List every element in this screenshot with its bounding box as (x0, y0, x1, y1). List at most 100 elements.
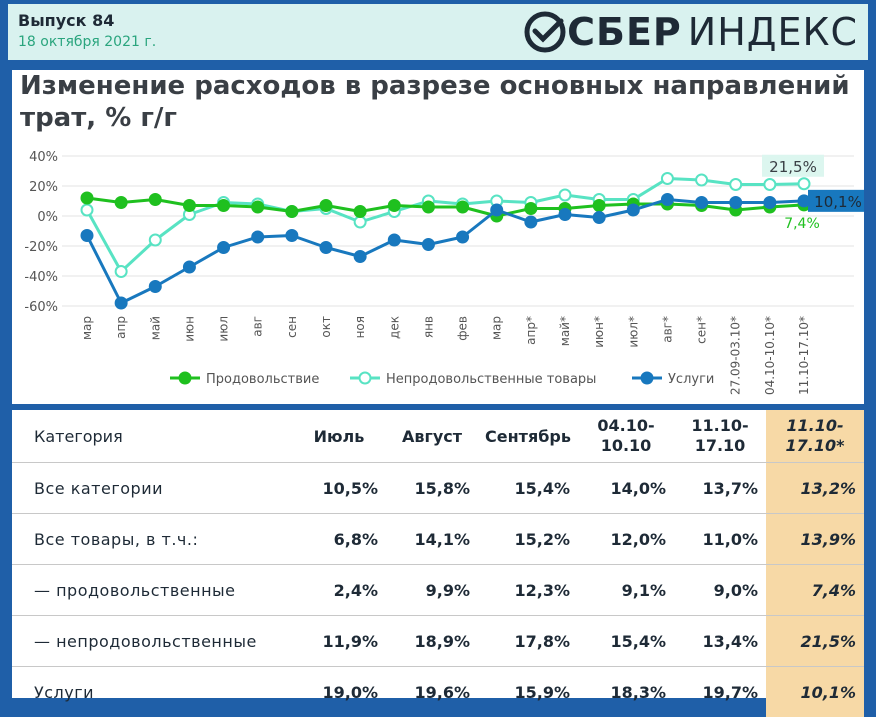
row-value: 12,0% (578, 514, 674, 565)
row-value: 13,2% (766, 463, 864, 514)
nonfood-series-point (355, 217, 366, 228)
row-value: 10,5% (292, 463, 386, 514)
row-value: 18,9% (386, 616, 478, 667)
services-series-point (696, 197, 707, 208)
sber-logo-icon (523, 10, 567, 54)
row-value: 11,0% (674, 514, 766, 565)
food-series-point (150, 194, 161, 205)
row-label: Все товары, в т.ч.: (12, 514, 292, 565)
services-series-point (150, 281, 161, 292)
food-series-point (116, 197, 127, 208)
services-series-point (252, 232, 263, 243)
row-label: — непродовольственные (12, 616, 292, 667)
nonfood-series-point (799, 178, 810, 189)
food-series-point (389, 200, 400, 211)
row-value: 14,1% (386, 514, 478, 565)
x-tick-label: июл* (626, 316, 640, 348)
services-series-point (491, 205, 502, 216)
row-label: Все категории (12, 463, 292, 514)
row-value: 12,3% (478, 565, 578, 616)
nonfood-series-point (730, 179, 741, 190)
row-value: 6,8% (292, 514, 386, 565)
food-series-point (355, 206, 366, 217)
services-series-point (628, 205, 639, 216)
nonfood-series-point (560, 190, 571, 201)
services-series-point (730, 197, 741, 208)
x-tick-label: авг* (660, 316, 674, 343)
x-tick-label: 27.09-03.10* (729, 316, 743, 395)
food-end-label: 7,4% (784, 216, 820, 232)
header-july: Июль (292, 410, 386, 463)
food-series-point (252, 202, 263, 213)
food-series-point (184, 200, 195, 211)
row-value: 13,7% (674, 463, 766, 514)
services-series-point (116, 298, 127, 309)
services-series-point (321, 242, 332, 253)
row-value: 15,4% (578, 616, 674, 667)
x-tick-label: 11.10-17.10* (797, 316, 811, 395)
y-tick-label: 0% (37, 210, 58, 225)
services-series-point (82, 230, 93, 241)
row-value: 14,0% (578, 463, 674, 514)
y-tick-label: -40% (24, 270, 58, 285)
logo-word-sber: СБЕР (567, 10, 682, 54)
nonfood-series-point (150, 235, 161, 246)
summary-table-panel: Категория Июль Август Сентябрь 04.10- 10… (12, 410, 864, 698)
sber-index-logo: СБЕР ИНДЕКС (523, 10, 858, 54)
legend-marker (180, 373, 191, 384)
x-tick-label: ноя (353, 316, 367, 338)
row-value: 9,9% (386, 565, 478, 616)
row-value: 10,1% (766, 667, 864, 717)
row-value: 19,0% (292, 667, 386, 717)
food-series-point (218, 200, 229, 211)
services-series-point (355, 251, 366, 262)
row-value: 15,2% (478, 514, 578, 565)
row-value: 21,5% (766, 616, 864, 667)
row-value: 15,8% (386, 463, 478, 514)
services-series-point (423, 239, 434, 250)
nonfood-series-point (662, 173, 673, 184)
x-tick-label: фев (456, 316, 470, 341)
y-tick-label: 40% (29, 150, 58, 165)
legend-marker (360, 373, 371, 384)
services-series-point (662, 194, 673, 205)
nonfood-end-label: 21,5% (769, 158, 817, 176)
header-september: Сентябрь (478, 410, 578, 463)
row-value: 2,4% (292, 565, 386, 616)
x-tick-label: июн* (592, 316, 606, 348)
x-tick-label: мар (490, 316, 504, 340)
header: Выпуск 84 18 октября 2021 г. СБЕР ИНДЕКС (8, 4, 868, 60)
services-end-label: 10,1% (814, 193, 862, 211)
header-week-1110: 11.10- 17.10 (674, 410, 766, 463)
summary-table: Категория Июль Август Сентябрь 04.10- 10… (12, 410, 864, 717)
header-august: Август (386, 410, 478, 463)
x-tick-label: июн (182, 316, 196, 342)
row-value: 19,6% (386, 667, 478, 717)
legend-label: Услуги (668, 372, 714, 387)
x-tick-label: сен* (695, 316, 709, 344)
services-series-point (594, 212, 605, 223)
services-series-point (764, 197, 775, 208)
services-series-point (389, 235, 400, 246)
x-tick-label: янв (421, 316, 435, 338)
issue-date: 18 октября 2021 г. (18, 34, 156, 50)
x-tick-label: авг (251, 316, 265, 337)
x-tick-label: дек (387, 316, 401, 339)
row-label: — продовольственные (12, 565, 292, 616)
services-series-point (799, 195, 810, 206)
legend-label: Непродовольственные товары (386, 372, 596, 387)
food-series-point (321, 200, 332, 211)
header-week-1110-star: 11.10- 17.10* (766, 410, 864, 463)
services-series-point (218, 242, 229, 253)
nonfood-series-point (116, 266, 127, 277)
row-value: 17,8% (478, 616, 578, 667)
header-week-0410: 04.10- 10.10 (578, 410, 674, 463)
legend-label: Продовольствие (206, 372, 319, 387)
x-tick-label: май (148, 316, 162, 340)
x-tick-label: сен (285, 316, 299, 338)
